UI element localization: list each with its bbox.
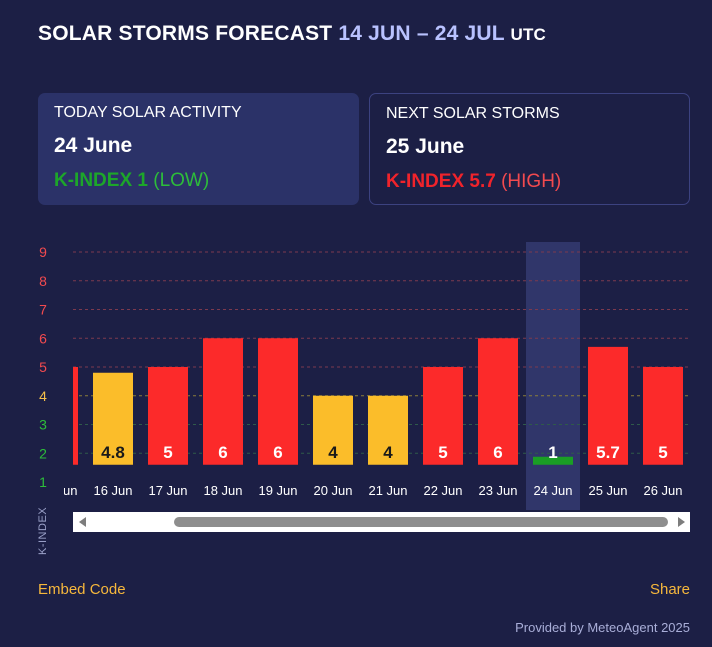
title-main: SOLAR STORMS FORECAST — [38, 22, 333, 45]
y-tick-label: 1 — [39, 474, 47, 490]
y-tick-label: 2 — [39, 445, 47, 461]
y-tick-label: 3 — [39, 417, 47, 433]
bar — [93, 372, 133, 465]
scrollbar-thumb[interactable] — [174, 517, 668, 527]
today-kindex-level: (LOW) — [153, 170, 210, 191]
bar — [258, 338, 298, 465]
next-card-label: NEXT SOLAR STORMS — [386, 105, 560, 122]
bar — [588, 346, 628, 465]
embed-code-link[interactable]: Embed Code — [38, 581, 126, 598]
bar — [73, 367, 78, 465]
kindex-bar-chart: 1 2 3 4 5 6 7 8 9 4.8 5 6 6 4 4 5 6 1 5.7 5 15 Jun 16 Jun 17 J… — [38, 242, 690, 510]
bar-data-label: 4.8 — [101, 443, 125, 462]
y-tick-label: 9 — [39, 244, 47, 260]
x-tick-label: 15 Jun — [38, 483, 77, 498]
x-tick-label: 26 Jun — [643, 483, 682, 498]
bar-data-label: 6 — [493, 443, 502, 462]
today-kindex-value: K-INDEX 1 — [54, 170, 148, 191]
bar-data-label: 5 — [658, 443, 667, 462]
x-tick-label: 22 Jun — [423, 483, 462, 498]
today-card-label: TODAY SOLAR ACTIVITY — [54, 104, 242, 121]
title-date-range: 14 JUN – 24 JUL — [338, 22, 505, 45]
x-tick-label: 20 Jun — [313, 483, 352, 498]
today-activity-card: TODAY SOLAR ACTIVITY 24 June K-INDEX 1 (… — [38, 93, 359, 205]
highlight-column-band — [526, 242, 580, 510]
next-kindex-level: (HIGH) — [501, 171, 562, 192]
y-axis-label: K-INDEX — [37, 506, 49, 555]
y-tick-label: 5 — [39, 359, 47, 375]
next-kindex-value: K-INDEX 5.7 — [386, 171, 496, 192]
bar — [478, 338, 518, 465]
x-tick-label: 19 Jun — [258, 483, 297, 498]
bar-data-label: 6 — [273, 443, 282, 462]
bar-data-label: 6 — [218, 443, 227, 462]
bar — [313, 395, 353, 465]
bar-data-label: 5 — [438, 443, 447, 462]
bar-data-label: 5.7 — [596, 443, 620, 462]
y-tick-label: 8 — [39, 273, 47, 289]
y-tick-label: 4 — [39, 388, 47, 404]
x-tick-label: 21 Jun — [368, 483, 407, 498]
chart-scrollbar[interactable] — [73, 512, 690, 532]
bar — [203, 338, 243, 465]
provided-by-credit: Provided by MeteoAgent 2025 — [515, 620, 690, 635]
share-link[interactable]: Share — [649, 581, 690, 598]
today-card-date: 24 June — [54, 134, 133, 157]
next-card-kindex: K-INDEX 5.7 (HIGH) — [386, 171, 673, 193]
x-tick-label: 17 Jun — [148, 483, 187, 498]
bar — [368, 395, 408, 465]
x-tick-label: 24 Jun — [533, 483, 572, 498]
page-title: SOLAR STORMS FORECAST 14 JUN – 24 JUL UT… — [38, 22, 546, 46]
title-timezone: UTC — [510, 25, 547, 44]
bar — [533, 456, 573, 465]
bar — [148, 367, 188, 465]
today-card-kindex: K-INDEX 1 (LOW) — [54, 170, 343, 192]
bar — [423, 367, 463, 465]
x-tick-label: 16 Jun — [93, 483, 132, 498]
x-tick-label: 18 Jun — [203, 483, 242, 498]
next-storms-card: NEXT SOLAR STORMS 25 June K-INDEX 5.7 (H… — [369, 93, 690, 205]
scroll-left-arrow-icon[interactable] — [79, 517, 86, 527]
bar-data-label: 1 — [548, 443, 557, 462]
bar-data-label: 4 — [383, 443, 393, 462]
next-card-date: 25 June — [386, 135, 465, 158]
bar — [643, 367, 683, 465]
bar-data-label: 4 — [328, 443, 338, 462]
y-tick-label: 6 — [39, 330, 47, 346]
bar-data-label: 5 — [163, 443, 172, 462]
scroll-right-arrow-icon[interactable] — [678, 517, 685, 527]
x-tick-label: 23 Jun — [478, 483, 517, 498]
y-tick-label: 7 — [39, 302, 47, 318]
x-tick-label: 25 Jun — [588, 483, 627, 498]
